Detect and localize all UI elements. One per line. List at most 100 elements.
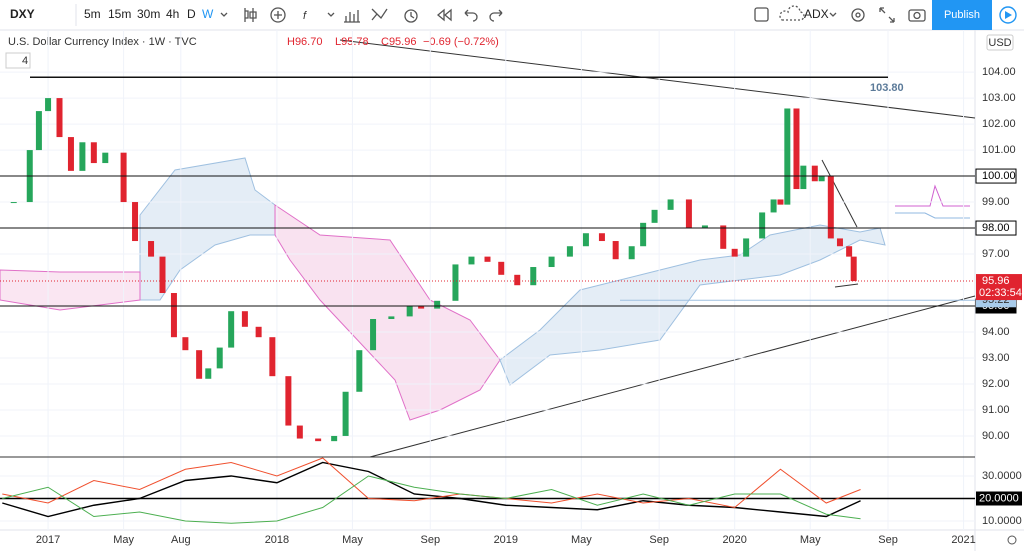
- legend-close: C95.96: [381, 36, 416, 48]
- settings-dot: [855, 12, 861, 18]
- compare-icon[interactable]: [371, 8, 388, 21]
- layout-icon[interactable]: [754, 7, 769, 22]
- candle: [701, 225, 708, 229]
- candle: [159, 256, 166, 294]
- interval[interactable]: 4h: [166, 7, 179, 21]
- price-tag: [975, 220, 1017, 236]
- candle: [35, 111, 42, 151]
- interval[interactable]: D: [187, 7, 196, 21]
- candle: [296, 425, 303, 439]
- candle: [67, 137, 74, 171]
- candle: [452, 264, 459, 301]
- candle: [651, 209, 658, 223]
- templates-icon[interactable]: [344, 10, 360, 23]
- legend-change: −0.69 (−0.72%): [423, 36, 499, 48]
- candle: [685, 199, 692, 229]
- cloud-bullish: [499, 224, 886, 386]
- candle: [406, 306, 413, 317]
- x-tick-label: May: [571, 534, 592, 546]
- candle: [120, 152, 127, 203]
- y-tick-label: 101.00: [982, 144, 1016, 156]
- candle: [132, 202, 139, 242]
- interval[interactable]: 15m: [108, 7, 131, 21]
- study-name[interactable]: ADX: [804, 7, 829, 21]
- trend-line[interactable]: [369, 295, 976, 458]
- candle: [759, 212, 766, 239]
- cloud-future: [895, 184, 970, 207]
- candle: [356, 350, 363, 392]
- undo-icon[interactable]: [464, 9, 478, 22]
- candle: [79, 142, 86, 171]
- chart-style-icon[interactable]: [244, 8, 257, 22]
- redo-icon[interactable]: [489, 9, 503, 22]
- indicators-toggle[interactable]: [5, 52, 31, 69]
- candle: [269, 337, 276, 377]
- y-tick-label: 92.00: [982, 378, 1010, 390]
- indicator-line: [2, 475, 861, 524]
- price-tag-label: 98.00: [982, 222, 1010, 234]
- candle: [770, 199, 777, 213]
- trend-line[interactable]: [339, 39, 976, 119]
- interval[interactable]: 5m: [84, 7, 101, 21]
- candle: [45, 98, 52, 112]
- y-tick-label: 103.00: [982, 92, 1016, 104]
- legend-low: L95.78: [335, 36, 369, 48]
- x-tick-label: May: [113, 534, 134, 546]
- candle: [498, 261, 505, 275]
- publish-button[interactable]: [932, 0, 992, 30]
- legend-title: U.S. Dollar Currency Index · 1W · TVC: [8, 36, 197, 48]
- x-tick-label: 2021: [951, 534, 975, 546]
- x-tick-label: Aug: [171, 534, 191, 546]
- currency-box[interactable]: [986, 34, 1014, 51]
- dropdown-icon[interactable]: [220, 12, 228, 17]
- candle: [370, 318, 377, 351]
- play-icon[interactable]: [999, 6, 1017, 24]
- currency: USD: [988, 37, 1011, 49]
- fx-icon[interactable]: f: [303, 10, 307, 22]
- x-tick-label: 2017: [36, 534, 60, 546]
- screenshot-icon[interactable]: [908, 9, 926, 22]
- countdown: 02:33:54: [979, 287, 1022, 299]
- trend-line[interactable]: [821, 159, 858, 228]
- axis-settings-icon[interactable]: [1007, 535, 1017, 545]
- candle: [418, 306, 425, 309]
- replay-icon[interactable]: [436, 8, 452, 22]
- y-tick-label: 91.00: [982, 404, 1010, 416]
- candle: [777, 199, 784, 205]
- candle: [731, 248, 738, 257]
- y-tick-label: 104.00: [982, 66, 1016, 78]
- candle: [484, 256, 491, 262]
- interval-active[interactable]: W: [202, 7, 214, 21]
- x-tick-label: Sep: [420, 534, 440, 546]
- candle: [530, 267, 537, 286]
- indicator-add-icon[interactable]: [270, 7, 286, 23]
- dropdown-icon[interactable]: [829, 12, 837, 17]
- play-triangle: [1005, 11, 1012, 19]
- y-tick-label: 10.0000: [982, 515, 1022, 527]
- dropdown-icon[interactable]: [327, 12, 335, 17]
- cloud-bearish: [0, 269, 141, 311]
- candle: [818, 176, 825, 182]
- x-tick-label: May: [342, 534, 363, 546]
- x-tick-label: 2020: [722, 534, 746, 546]
- alert-icon[interactable]: [404, 9, 418, 23]
- candle: [850, 256, 857, 282]
- candle: [241, 311, 248, 327]
- price-tag-label: 95.96: [982, 275, 1010, 287]
- trend-line[interactable]: [834, 283, 859, 288]
- price-tag: [976, 491, 1022, 506]
- cloud-bullish: [139, 157, 276, 301]
- candle: [255, 326, 262, 338]
- legend-high: H96.70: [287, 36, 322, 48]
- toolbar: [0, 0, 1024, 30]
- interval[interactable]: 30m: [137, 7, 160, 21]
- candle: [102, 152, 109, 164]
- settings-icon[interactable]: [851, 8, 865, 22]
- candle: [640, 222, 647, 247]
- candle: [743, 238, 750, 257]
- level-label: 103.80: [870, 82, 904, 94]
- price-tag-label: 20.0000: [979, 492, 1019, 504]
- candle: [793, 108, 800, 190]
- fullscreen-icon[interactable]: [879, 7, 895, 23]
- symbol[interactable]: DXY: [10, 7, 35, 21]
